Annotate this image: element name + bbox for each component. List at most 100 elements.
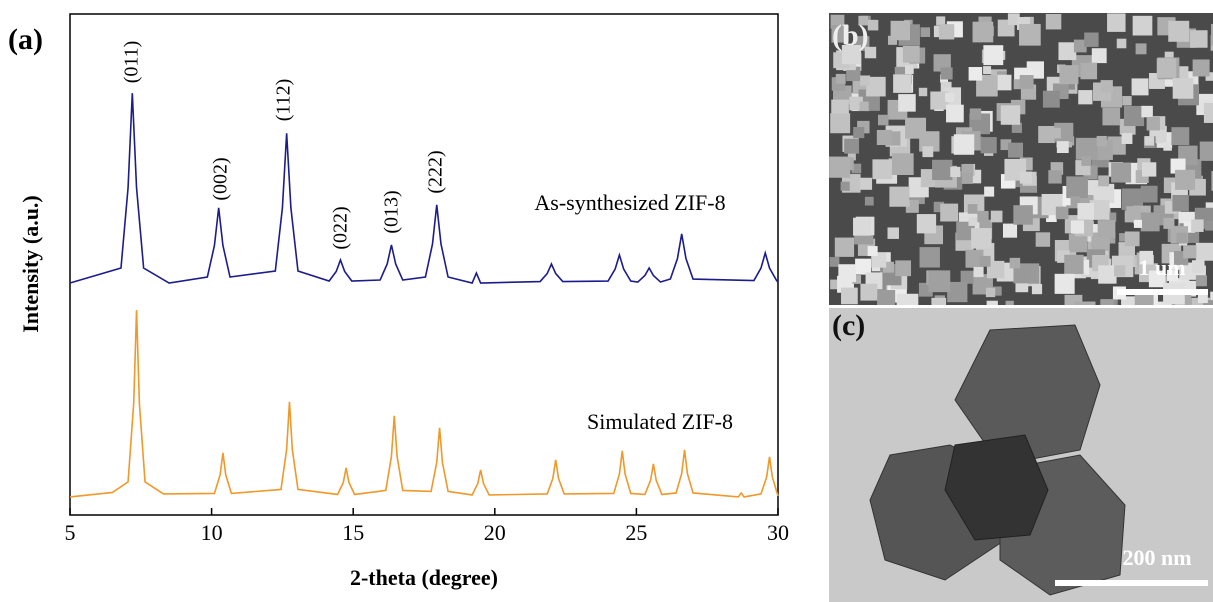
particle [903, 46, 920, 63]
particle [969, 67, 983, 81]
particle [1077, 203, 1094, 220]
particle [841, 182, 850, 191]
particle [1173, 78, 1194, 99]
peak-annotation: (022) [330, 206, 352, 249]
particle [977, 211, 988, 222]
peak-annotation: (002) [210, 157, 232, 200]
peak-annotation: (011) [121, 41, 143, 84]
particle [1172, 195, 1188, 211]
particle [996, 75, 1012, 91]
particle [986, 288, 995, 297]
particle [1122, 96, 1131, 105]
particle [1136, 43, 1147, 54]
particle [1125, 231, 1140, 246]
particle [946, 105, 964, 123]
peak-annotation: (222) [425, 150, 447, 193]
scale-bar-label: 1 um [1138, 255, 1185, 280]
panel-label: (c) [832, 309, 865, 342]
particle [877, 130, 892, 145]
particle [932, 160, 952, 180]
particle [1084, 33, 1098, 47]
x-tick-label: 25 [625, 520, 647, 545]
particle [1205, 221, 1213, 231]
particle [1069, 234, 1088, 253]
particle [970, 108, 981, 119]
particle [936, 16, 945, 25]
particle [1013, 205, 1032, 224]
plot-frame [70, 14, 778, 515]
particle [961, 271, 974, 284]
scale-bar-label: 200 nm [1122, 545, 1191, 570]
particle [1107, 13, 1125, 31]
particle [1175, 170, 1195, 190]
particle [962, 173, 973, 184]
particle [983, 45, 1003, 65]
particle [905, 118, 926, 139]
panel-label: (b) [832, 19, 869, 52]
particle [1122, 133, 1133, 144]
series-label: Simulated ZIF-8 [587, 409, 733, 434]
particle [981, 137, 997, 153]
particle [1059, 65, 1078, 84]
particle [868, 246, 878, 256]
particle [1046, 14, 1061, 29]
particle [1043, 91, 1060, 108]
particle [1124, 106, 1144, 126]
particle [1020, 171, 1032, 183]
particle [1006, 301, 1014, 309]
particle [1192, 260, 1205, 273]
particle [860, 102, 869, 111]
particle [1020, 75, 1034, 89]
particle [1081, 156, 1091, 166]
particle [968, 217, 977, 226]
particle [838, 264, 856, 282]
particle [1176, 233, 1187, 244]
particle [980, 256, 991, 267]
particle [971, 228, 992, 249]
particle [1134, 220, 1142, 228]
particle [1193, 59, 1210, 76]
particle [878, 115, 889, 126]
particle [1102, 108, 1120, 126]
particle [860, 284, 877, 301]
particle [1058, 42, 1076, 60]
particle [1019, 24, 1041, 46]
particle [922, 146, 933, 157]
particle [1141, 106, 1152, 117]
x-tick-label: 30 [767, 520, 789, 545]
particle [1132, 78, 1149, 95]
x-tick-label: 15 [342, 520, 364, 545]
particle [1200, 142, 1213, 161]
particle [1117, 39, 1127, 49]
particle [889, 187, 909, 207]
particle [1050, 128, 1061, 139]
particle [919, 88, 927, 96]
x-tick-label: 10 [201, 520, 223, 545]
particle [835, 238, 854, 257]
particle [1057, 141, 1069, 153]
particle [1111, 163, 1131, 183]
particle [855, 259, 871, 275]
particle [1204, 103, 1213, 123]
particle [891, 21, 910, 40]
particle [1098, 220, 1116, 238]
particle [920, 27, 930, 37]
particle [1098, 175, 1109, 186]
x-tick-label: 20 [484, 520, 506, 545]
particle [917, 214, 936, 233]
particle [860, 178, 872, 190]
particle [939, 24, 954, 39]
particle [1157, 58, 1177, 78]
particle [1141, 212, 1160, 231]
particle [1114, 265, 1125, 276]
particle [1092, 48, 1107, 63]
particle [872, 159, 892, 179]
particle [1036, 232, 1050, 246]
particle [1001, 105, 1020, 124]
particle [1066, 176, 1088, 198]
particle [830, 257, 840, 267]
y-axis-label: Intensity (a.u.) [18, 195, 43, 333]
particle [1071, 220, 1084, 233]
particle [1048, 170, 1061, 183]
particle [898, 94, 916, 112]
